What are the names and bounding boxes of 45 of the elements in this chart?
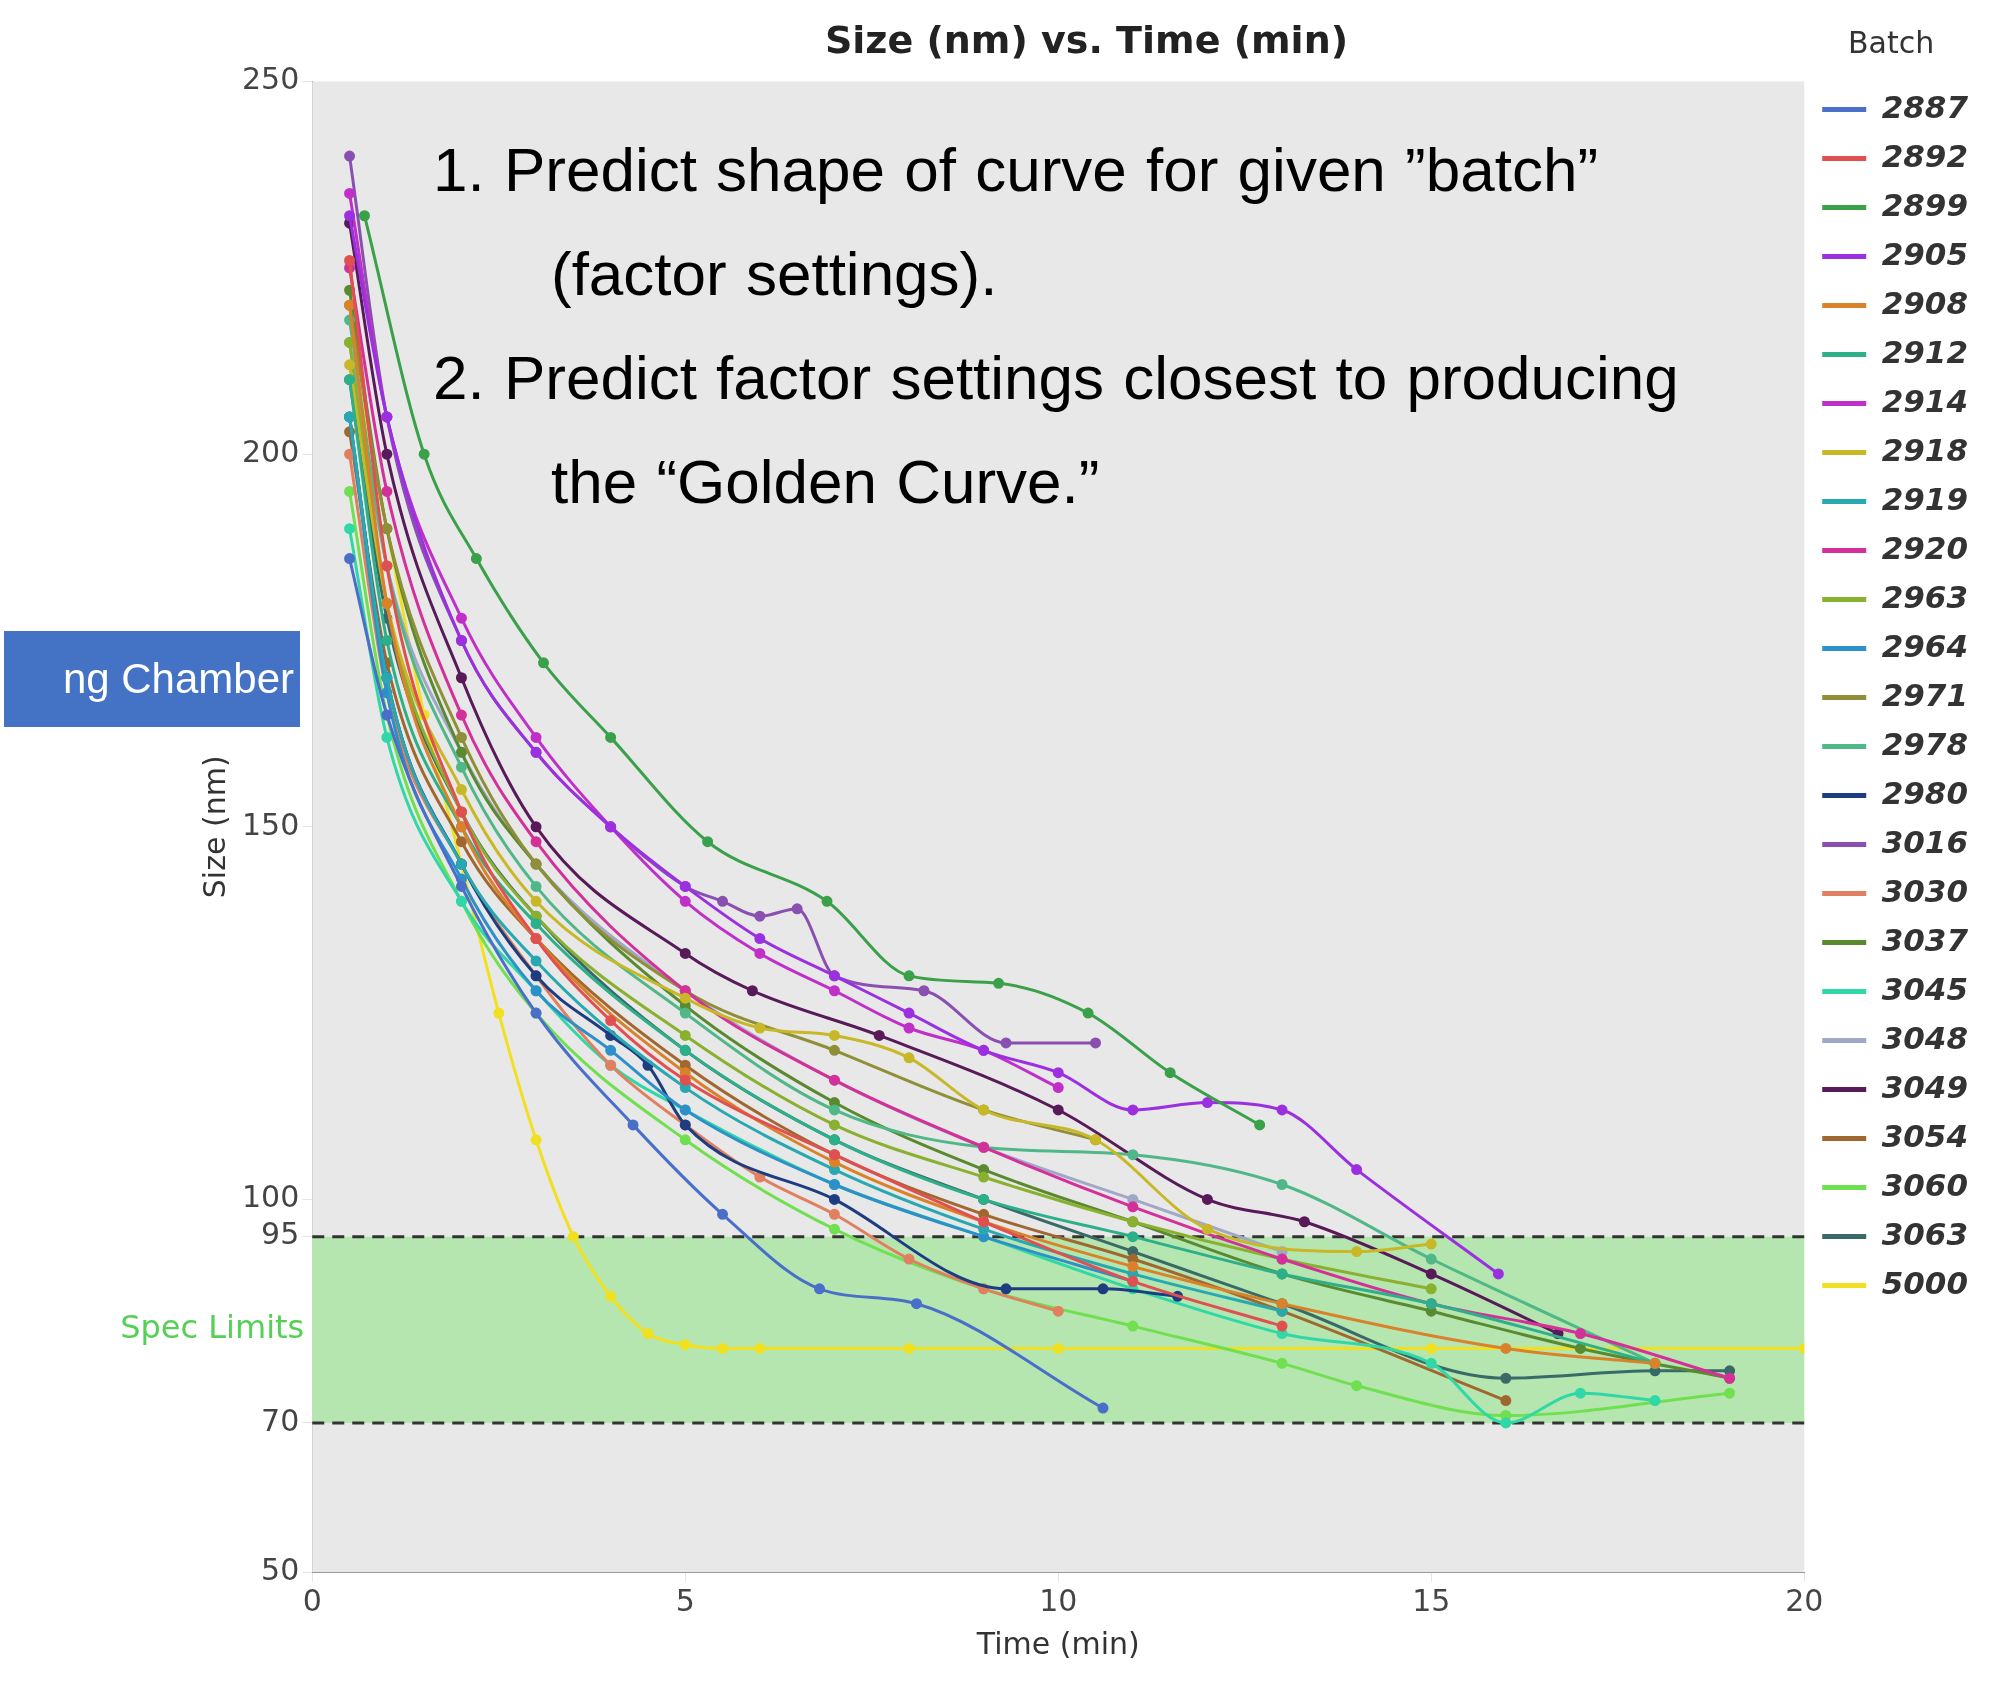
y-tick-label: 100 [242, 1179, 300, 1215]
legend-label: 3049 [1881, 1068, 1968, 1105]
legend-label: 3016 [1881, 823, 1968, 860]
legend-label: 2908 [1881, 284, 1968, 321]
legend-label: 2914 [1881, 382, 1968, 419]
y-tick-label: 250 [242, 61, 300, 97]
legend-label: 2919 [1881, 480, 1968, 517]
legend-label: 2920 [1881, 529, 1968, 566]
band-label: Spec Limits [120, 1308, 305, 1347]
legend-label: 2964 [1881, 627, 1968, 664]
y-tick-label: 50 [261, 1551, 300, 1587]
y-tick-label: 70 [261, 1402, 300, 1438]
x-tick-label: 5 [675, 1582, 695, 1618]
legend-label: 2978 [1881, 725, 1968, 762]
legend-label: 2912 [1881, 333, 1968, 370]
x-tick-label: 10 [1039, 1582, 1078, 1618]
text: ng Chamber [0, 627, 304, 731]
legend-label: 3030 [1881, 872, 1968, 909]
y-tick-label: 200 [242, 434, 300, 469]
legend-label: 3045 [1881, 970, 1968, 1007]
x-axis-title: Time (min) [975, 1625, 1140, 1661]
legend-title: Batch [1847, 24, 1935, 60]
y-tick-label: 95 [261, 1216, 300, 1252]
annotation: 1. Predict shape of curve for given ”batch” (factor settings). [433, 134, 1600, 310]
legend-label: 2905 [1881, 235, 1968, 272]
legend-label: 2980 [1881, 774, 1968, 811]
chart-title: Size (nm) vs. Time (min) [824, 17, 1349, 62]
legend-label: 2971 [1881, 676, 1968, 713]
x-tick-label: 15 [1412, 1582, 1451, 1618]
y-tick-label: 150 [242, 806, 300, 842]
legend-label: 3063 [1881, 1215, 1968, 1252]
legend-label: 3054 [1881, 1117, 1968, 1154]
x-tick-label: 0 [302, 1582, 322, 1618]
legend-label: 2887 [1881, 88, 1969, 125]
legend-label: 5000 [1881, 1264, 1968, 1301]
legend-label: 3060 [1881, 1166, 1968, 1203]
legend-label: 3037 [1881, 921, 1969, 958]
x-tick-label: 20 [1785, 1582, 1824, 1618]
legend-label: 2892 [1881, 137, 1968, 174]
legend-label: 2918 [1881, 431, 1968, 468]
legend-label: 3048 [1881, 1019, 1968, 1056]
legend-label: 2899 [1881, 186, 1968, 223]
legend-label: 2963 [1881, 578, 1968, 615]
annotation: 2. Predict factor settings closest to producing the “Golden Curve.” [433, 342, 1680, 518]
y-axis-title: Size (nm) [196, 755, 232, 899]
